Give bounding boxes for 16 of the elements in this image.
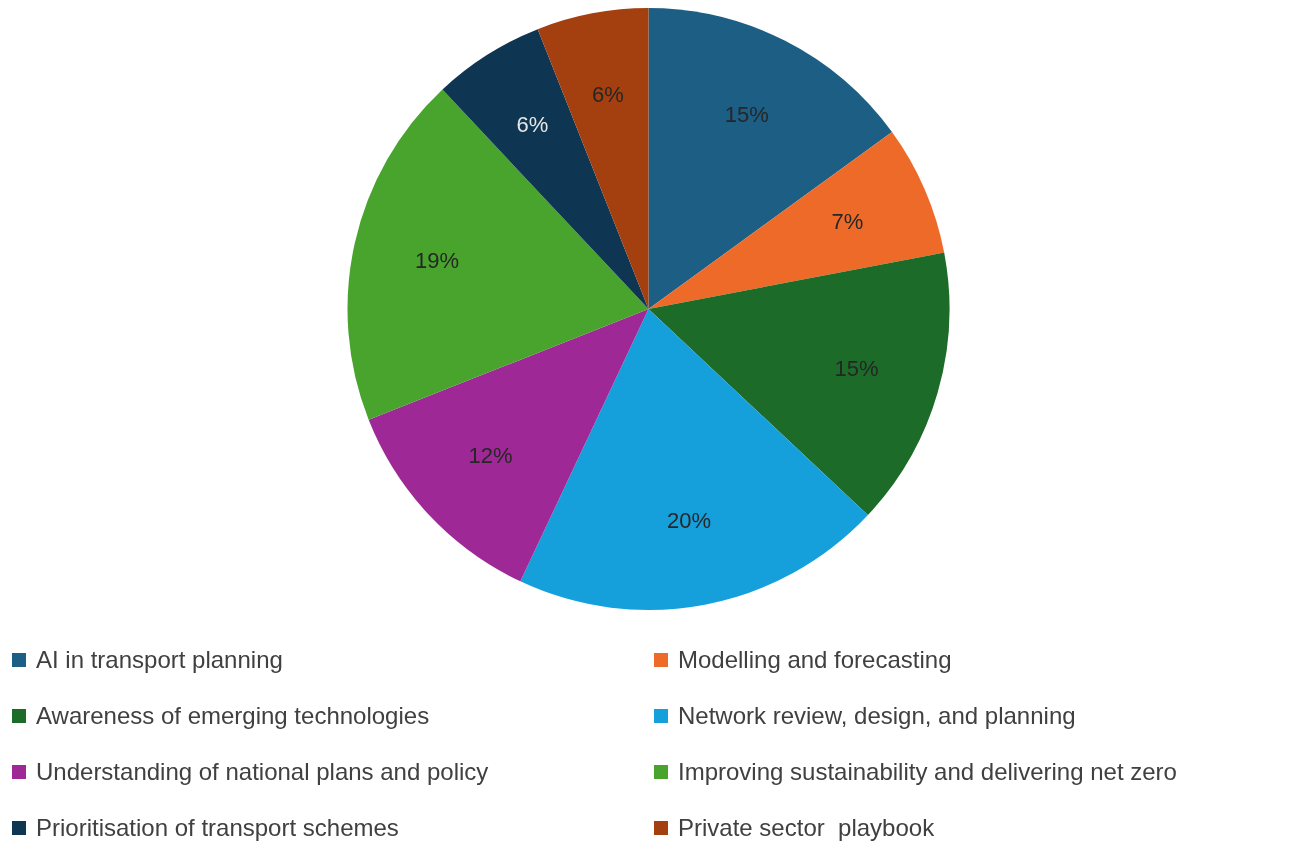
legend-label: Network review, design, and planning <box>678 702 1076 730</box>
data-label: 6% <box>516 112 549 138</box>
legend-label: Prioritisation of transport schemes <box>36 814 399 842</box>
legend-label: AI in transport planning <box>36 646 283 674</box>
legend-label: Understanding of national plans and policy <box>36 758 489 786</box>
data-label: 20% <box>667 507 712 533</box>
data-label: 6% <box>591 82 624 108</box>
legend-label: Improving sustainability and delivering net zero <box>678 758 1177 786</box>
data-label: 12% <box>468 443 513 469</box>
legend-label: Awareness of emerging technologies <box>36 702 430 730</box>
data-label: 19% <box>414 247 460 273</box>
data-label: 15% <box>724 101 769 127</box>
legend-label: Private sector playbook <box>678 814 935 842</box>
legend-label: Modelling and forecasting <box>678 646 952 674</box>
data-label: 7% <box>831 208 864 234</box>
data-label: 15% <box>834 355 879 381</box>
